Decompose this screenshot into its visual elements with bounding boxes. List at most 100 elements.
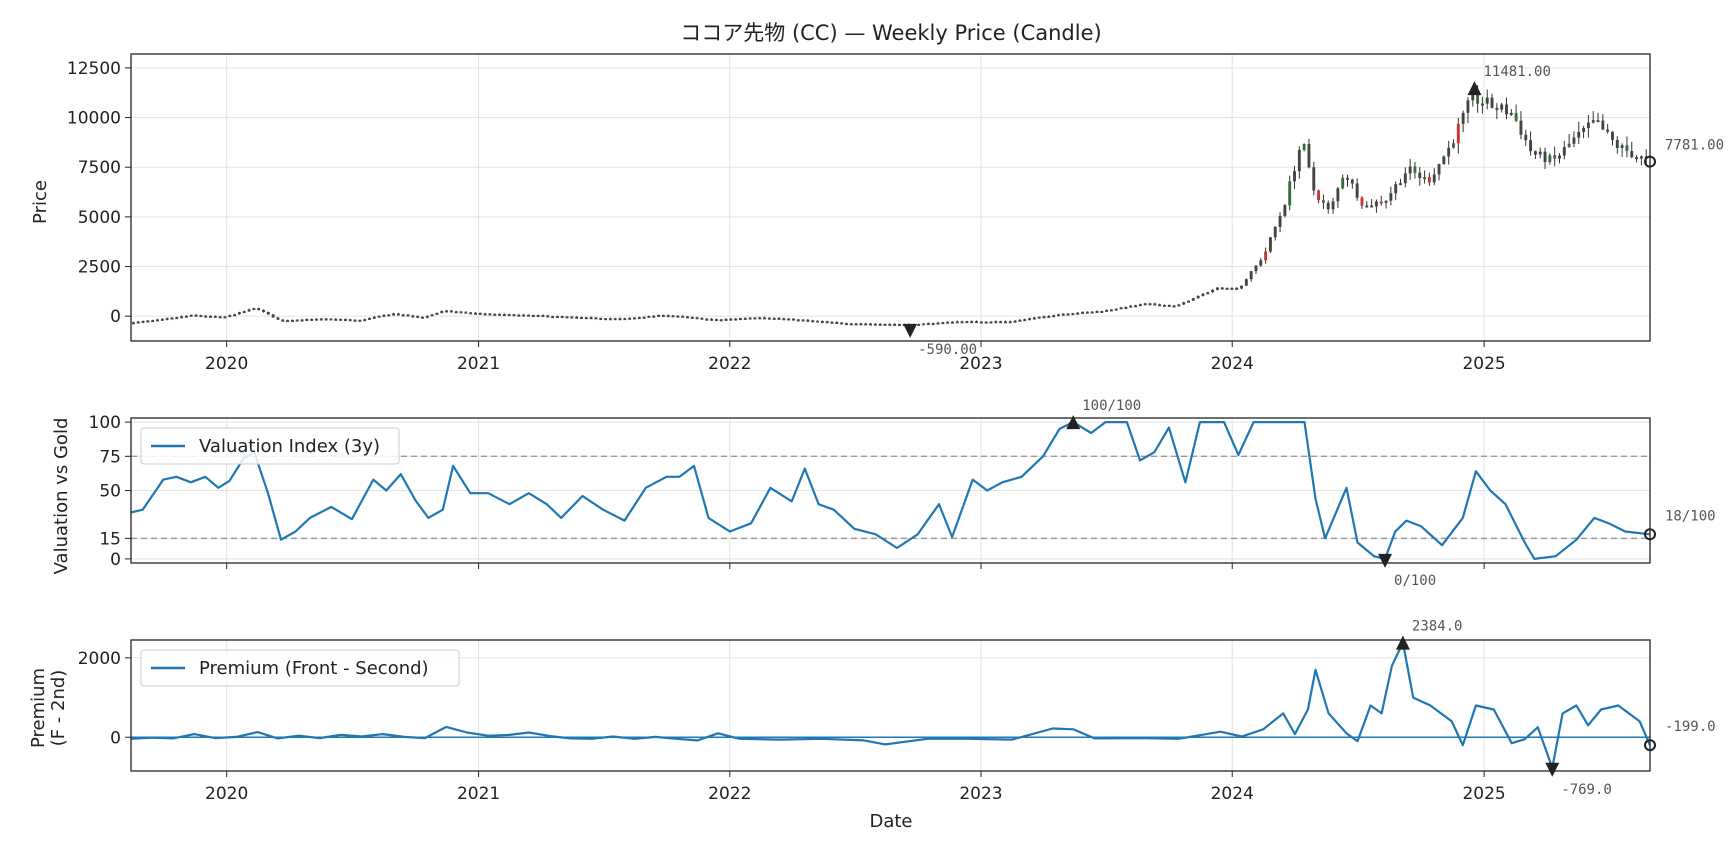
candle-body [233,314,237,317]
candle-body [1201,293,1205,297]
candle-body [825,321,829,324]
max-label: 100/100 [1082,398,1141,414]
candle-body [353,319,357,322]
candle-body [1452,143,1455,148]
candle-body [1370,205,1374,208]
candle-body [421,316,424,319]
candle-body [141,321,145,324]
candle-body [1167,304,1171,307]
max-label: 2384.0 [1412,619,1463,635]
candle-body [623,318,627,321]
candle-body [512,314,516,317]
candle-body [1177,304,1181,307]
candle-body [926,323,930,326]
candle-body [1606,129,1610,132]
candle-body [898,324,901,327]
candle-body [1119,307,1123,310]
x-tick-label: 2020 [205,784,248,804]
price-plot-frame [130,53,1651,342]
premium-y-axis-title-line: (F - 2nd) [48,670,69,747]
candle-body [204,315,208,318]
candle-body [1399,183,1402,186]
candle-body [1283,205,1287,216]
candle-body [1442,156,1446,165]
candle-body [507,314,511,317]
y-tick-label: 10000 [67,109,121,129]
candle-body [271,314,275,318]
candle-body [869,323,872,326]
candle-body [498,313,502,316]
min-marker [1378,553,1393,568]
premium-x-axis-title: Date [869,811,912,832]
candle-body [594,317,598,320]
candle-body [1437,164,1441,175]
candle-body [1577,131,1581,138]
candle-body [334,318,338,321]
candle-body [396,313,400,316]
candle-body [478,312,482,315]
y-tick-label: 100 [89,413,121,433]
candle-body [580,317,583,320]
candle-body [637,317,641,320]
candle-body [1471,91,1475,101]
candle-body [1172,305,1176,308]
candle-body [170,317,174,320]
candle-body [796,319,800,322]
candle-body [165,318,169,321]
candle-body [854,323,858,326]
candle-body [1085,311,1089,314]
candle-body [1558,155,1561,159]
candle-body [864,323,868,326]
candle-body [984,321,988,324]
y-tick-label: 75 [99,447,121,467]
candle-body [628,317,632,320]
candle-body [1028,318,1031,321]
y-tick-label: 2500 [78,258,121,278]
candle-body [493,313,497,316]
candle-body [382,314,386,317]
candle-body [994,321,998,324]
candle-body [965,321,969,324]
candle-body [1023,319,1027,322]
candle-body [671,315,675,318]
plot-frame [130,417,1651,564]
y-tick-label: 15 [99,529,121,549]
candle-body [146,320,150,323]
candle-body [989,321,993,324]
candle-body [1008,321,1012,324]
candle-body [160,318,164,321]
candle-body [873,323,877,326]
last-label: 7781.00 [1665,138,1724,154]
candle-body [1611,131,1614,140]
y-tick-label: 2000 [78,649,121,669]
candle-body [946,321,950,324]
candle-body [218,316,222,319]
x-tick-label: 2020 [205,354,248,374]
legend-box [140,649,460,687]
y-tick-label: 5000 [78,208,121,228]
candle-body [184,315,188,318]
candle-body [1408,166,1412,174]
candle-body [1100,310,1104,313]
candle-body [604,318,608,321]
x-tick-label: 2025 [1462,354,1505,374]
candle-body [189,314,193,317]
candle-body [1505,104,1508,115]
candle-body [1403,173,1407,184]
candle-body [252,308,256,311]
candle-body [1264,251,1268,261]
candle-body [1635,157,1639,160]
candle-body [835,321,839,324]
candle-body [358,319,362,322]
candle-body [469,312,473,315]
candle-body [286,320,290,323]
max-label: 11481.00 [1483,64,1550,80]
candle-body [502,314,506,317]
candle-body [430,314,434,317]
candle-body [343,319,347,322]
candle-body [1153,303,1157,306]
candle-body [599,318,603,321]
candle-body [811,320,815,323]
candle-body [435,312,439,315]
candle-body [1105,309,1109,312]
